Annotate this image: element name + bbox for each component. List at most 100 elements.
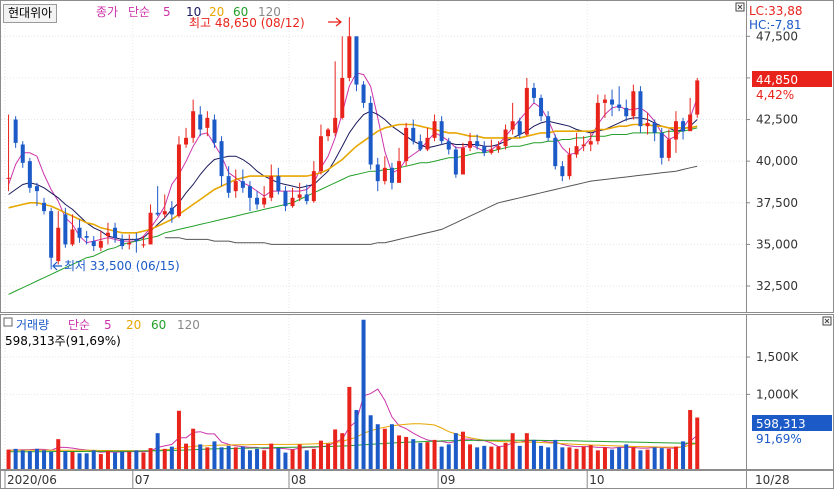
candle (546, 111, 551, 142)
volume-legend-box-icon[interactable] (3, 317, 13, 327)
legend-ma120: 120 (258, 5, 281, 19)
candle (98, 231, 103, 252)
candle-body (524, 87, 529, 135)
candle (27, 157, 32, 193)
candle-body (489, 149, 494, 153)
candle (84, 231, 89, 245)
volume-bar (652, 447, 657, 469)
volume-bar (247, 450, 252, 469)
candle (63, 207, 68, 248)
candle-body (695, 80, 700, 115)
hc-label: HC:-7,81 (749, 18, 802, 32)
candle (311, 161, 316, 203)
candle (269, 164, 274, 202)
candle-body (418, 141, 423, 150)
candle (226, 166, 231, 198)
candle (169, 201, 174, 223)
candle (326, 127, 331, 142)
lc-label: LC:33,88 (749, 4, 802, 18)
vol-legend-ma60: 60 (151, 318, 166, 332)
candle (468, 132, 473, 152)
candle-body (219, 141, 224, 177)
candle-body (318, 136, 323, 172)
candle (290, 187, 295, 208)
candle (517, 117, 522, 138)
candle-body (425, 137, 430, 150)
volume-bar (91, 450, 96, 469)
candle (531, 82, 536, 103)
stock-name-button[interactable]: 현대위아 (3, 4, 58, 23)
candle-body (276, 176, 281, 192)
volume-bar (226, 445, 231, 469)
candle-body (531, 87, 536, 98)
candle-body (503, 129, 508, 147)
volume-pane-close-icon[interactable] (822, 316, 832, 326)
volume-bar (290, 449, 295, 469)
volume-legend[interactable]: 거래량 단순 5 20 60 120 (3, 317, 200, 332)
candle-body (411, 127, 416, 142)
volume-bar (404, 436, 409, 469)
candle-body (127, 242, 132, 245)
candle (432, 114, 437, 142)
volume-bar (84, 453, 89, 469)
legend-ma60: 60 (233, 5, 248, 19)
candle (120, 234, 125, 250)
price-tick-label: 42,500 (756, 113, 798, 127)
volume-bar (98, 454, 103, 469)
volume-bar (475, 447, 480, 469)
candle-body (233, 181, 238, 192)
candle (652, 119, 657, 142)
candle-body (673, 121, 678, 140)
volume-info: 598,313주(91,69%) (5, 334, 121, 348)
volume-bar (212, 441, 217, 469)
candle (581, 136, 586, 152)
volume-axis-pane (746, 314, 834, 470)
candle (198, 106, 203, 137)
volume-bar (560, 447, 565, 469)
candle-body (446, 141, 451, 150)
candle (368, 96, 373, 170)
candle-body (475, 141, 480, 147)
candle (638, 86, 643, 133)
low-marker-label: 최저 33,500 (06/15) (64, 259, 180, 273)
candle-body (134, 239, 139, 242)
candle (411, 119, 416, 145)
price-pane-close-icon[interactable] (735, 2, 745, 12)
volume-bar (297, 444, 302, 469)
volume-bar (468, 444, 473, 469)
candle-body (49, 211, 54, 258)
volume-bar (184, 443, 189, 469)
candle (77, 219, 82, 243)
candle-body (482, 146, 487, 153)
candle-body (439, 121, 444, 142)
volume-bar (120, 451, 125, 469)
candle-body (340, 77, 345, 118)
candle-body (581, 144, 586, 147)
price-legend[interactable]: 종가 단순 5 10 20 60 120 (96, 5, 281, 19)
volume-bar (666, 448, 671, 469)
candle (276, 167, 281, 195)
volume-bar (510, 433, 515, 469)
volume-bar (503, 442, 508, 469)
candle-body (496, 146, 501, 150)
candle-body (510, 121, 515, 130)
candle (240, 169, 245, 193)
candle-body (63, 214, 68, 245)
candle (510, 102, 515, 135)
candlestick-series (6, 17, 700, 270)
vol-legend-ma5: 5 (104, 318, 112, 332)
candle (595, 94, 600, 145)
volume-bar (389, 424, 394, 469)
candle (184, 127, 189, 148)
candle-body (468, 141, 473, 148)
candle (375, 157, 380, 192)
candle-body (290, 197, 295, 207)
candle-body (34, 186, 39, 192)
candle-body (638, 91, 643, 127)
candle-body (397, 161, 402, 183)
volume-bar (617, 447, 622, 469)
volume-bar (610, 449, 615, 469)
candle-body (602, 99, 607, 103)
volume-bar (517, 445, 522, 469)
candle-body (645, 122, 650, 127)
